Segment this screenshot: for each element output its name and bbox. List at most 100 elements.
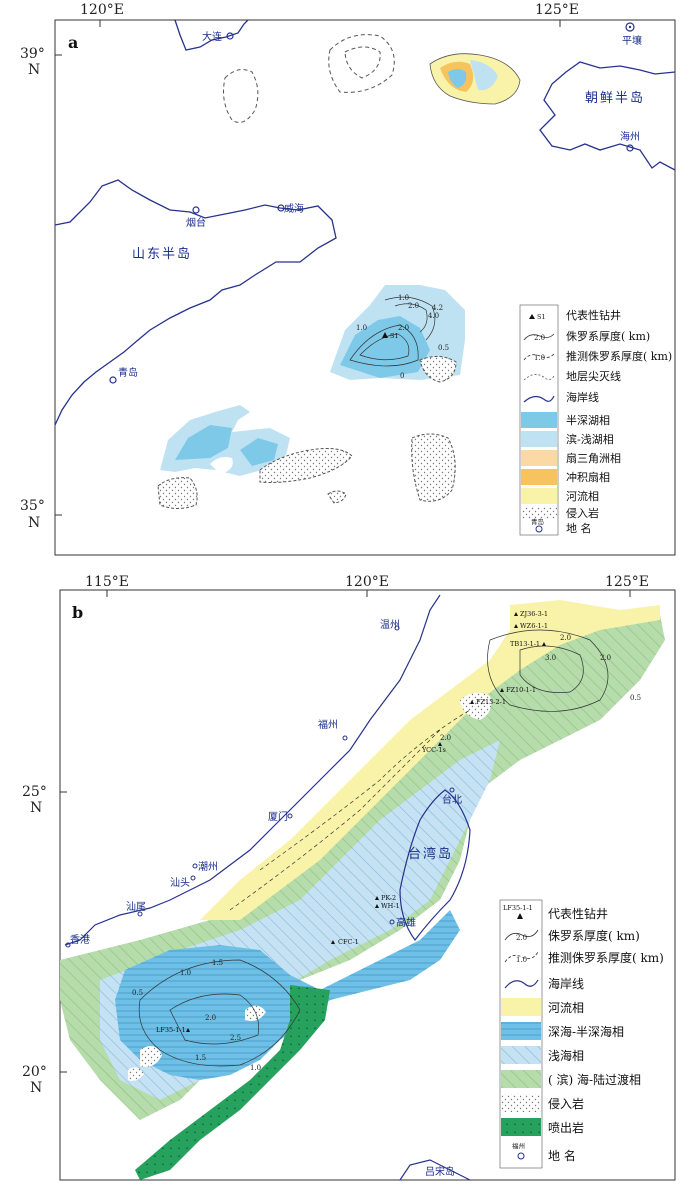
well-fz10: FZ10-1-1 bbox=[506, 686, 536, 694]
svg-text:青岛: 青岛 bbox=[531, 517, 544, 526]
lon-label-115: 115°E bbox=[85, 574, 129, 590]
lat-label-25-hem: N bbox=[30, 800, 42, 816]
place-dalian: 大连 bbox=[202, 30, 222, 43]
well-wh1: WH-1 bbox=[381, 902, 400, 910]
svg-text:2.0: 2.0 bbox=[408, 302, 419, 310]
svg-text:3.0: 3.0 bbox=[545, 654, 556, 662]
svg-text:0.5: 0.5 bbox=[132, 989, 143, 997]
svg-text:1.0: 1.0 bbox=[534, 354, 545, 362]
place-pyongyang: 平壤 bbox=[622, 34, 642, 47]
legend-b-well: 代表性钻井 bbox=[548, 906, 608, 921]
place-yantai: 烟台 bbox=[186, 216, 206, 229]
legend-a-pinchout: 地层尖灭线 bbox=[566, 369, 621, 383]
svg-text:S1: S1 bbox=[537, 313, 546, 321]
place-xiamen: 厦门 bbox=[268, 810, 288, 823]
lat-label-25: 25° bbox=[22, 784, 47, 800]
place-chaozhou: 潮州 bbox=[198, 860, 218, 873]
panel-a: 120°E 125°E 39° N 35° N a 1.0 2.0 4.2 4.… bbox=[20, 2, 676, 556]
panel-b-tag: b bbox=[72, 603, 83, 622]
place-shanwei: 汕尾 bbox=[126, 901, 146, 913]
well-s1: S1 bbox=[390, 332, 399, 340]
legend-b-fluvial: 河流相 bbox=[548, 1001, 584, 1015]
svg-text:1.5: 1.5 bbox=[195, 1054, 206, 1062]
svg-text:2.0: 2.0 bbox=[205, 1014, 216, 1022]
lat-label-39: 39° bbox=[20, 46, 45, 62]
legend-a-semi-deep: 半深湖相 bbox=[566, 413, 610, 427]
lon-label-125-b: 125°E bbox=[605, 574, 649, 590]
lon-label-125-a: 125°E bbox=[535, 2, 579, 18]
lat-label-35: 35° bbox=[20, 498, 45, 514]
well-fz13: FZ13-2-1 bbox=[476, 698, 506, 706]
legend-a-fan-delta: 扇三角洲相 bbox=[566, 451, 621, 465]
svg-text:2.0: 2.0 bbox=[560, 634, 571, 642]
well-cfc1: CFC-1 bbox=[338, 938, 359, 946]
svg-text:2.0: 2.0 bbox=[600, 654, 611, 662]
place-fuzhou: 福州 bbox=[318, 718, 338, 731]
lat-label-20: 20° bbox=[22, 1064, 47, 1080]
place-shantou: 汕头 bbox=[170, 877, 190, 889]
legend-a-thickness: 侏罗系厚度( km) bbox=[566, 329, 650, 343]
legend-a-well: 代表性钻井 bbox=[566, 308, 621, 322]
legend-b-shallow-sea: 浅海相 bbox=[548, 1048, 584, 1063]
legend-b-place: 地 名 bbox=[548, 1148, 576, 1163]
legend-a-shore-shallow: 滨-浅湖相 bbox=[566, 432, 614, 446]
svg-text:1.0: 1.0 bbox=[356, 324, 367, 332]
svg-text:4.2: 4.2 bbox=[432, 304, 443, 312]
well-lf35: LF35-1-1 bbox=[156, 1026, 186, 1034]
place-haizhou: 海州 bbox=[620, 130, 640, 143]
legend-a: S1 代表性钻井 2.0 侏罗系厚度( km) 1.0 推测侏罗系厚度( km)… bbox=[519, 304, 672, 536]
svg-text:2.5: 2.5 bbox=[230, 1034, 241, 1042]
svg-text:4.0: 4.0 bbox=[428, 312, 439, 320]
svg-text:0: 0 bbox=[400, 372, 404, 380]
region-korea: 朝鲜半岛 bbox=[585, 90, 645, 106]
well-wz6: WZ6-1-1 bbox=[520, 622, 548, 630]
svg-text:LF35-1-1: LF35-1-1 bbox=[503, 904, 533, 912]
well-zj36: ZJ36-3-1 bbox=[520, 610, 548, 618]
panel-b: 115°E 120°E 125°E 25° N 20° N b 1.0 1.5 … bbox=[22, 574, 676, 1181]
legend-a-alluvial: 冲积扇相 bbox=[566, 470, 610, 484]
svg-text:2.0: 2.0 bbox=[440, 734, 451, 742]
svg-text:0.5: 0.5 bbox=[438, 344, 449, 352]
svg-text:0.5: 0.5 bbox=[630, 694, 641, 702]
legend-b-coast: 海岸线 bbox=[548, 976, 584, 991]
place-kaohsiung: 高雄 bbox=[396, 916, 416, 929]
legend-b-deep-sea: 深海-半深海相 bbox=[548, 1024, 624, 1039]
lon-label-120-b: 120°E bbox=[345, 574, 389, 590]
svg-text:1.0: 1.0 bbox=[180, 969, 191, 977]
svg-text:福州: 福州 bbox=[512, 1141, 525, 1150]
lat-label-20-hem: N bbox=[30, 1080, 42, 1096]
legend-a-inferred: 推测侏罗系厚度( km) bbox=[566, 349, 672, 363]
legend-b-inferred: 推测侏罗系厚度( km) bbox=[548, 950, 664, 965]
legend-a-intrusive: 侵入岩 bbox=[566, 506, 599, 520]
region-taiwan: 台湾岛 bbox=[408, 846, 453, 862]
svg-text:1.0: 1.0 bbox=[516, 956, 527, 964]
legend-a-fluvial: 河流相 bbox=[566, 489, 599, 503]
legend-b-transition: ( 滨) 海-陆过渡相 bbox=[548, 1072, 641, 1087]
legend-a-coast: 海岸线 bbox=[566, 390, 599, 404]
wells-b: ZJ36-3-1 WZ6-1-1 TB13-1-1 FZ10-1-1 FZ13-… bbox=[156, 610, 548, 1034]
svg-text:1.0: 1.0 bbox=[398, 294, 409, 302]
well-pk2: PK-2 bbox=[381, 894, 396, 902]
lat-label-35-hem: N bbox=[28, 515, 40, 531]
place-wenzhou: 温州 bbox=[380, 619, 400, 631]
place-taipei: 台北 bbox=[442, 793, 462, 806]
svg-text:1.0: 1.0 bbox=[250, 1064, 261, 1072]
svg-text:2.0: 2.0 bbox=[534, 334, 545, 342]
legend-b-thickness: 侏罗系厚度( km) bbox=[548, 928, 640, 943]
lat-label-39-hem: N bbox=[28, 62, 40, 78]
legend-b-intrusive: 侵入岩 bbox=[548, 1096, 584, 1111]
svg-text:2.0: 2.0 bbox=[398, 324, 409, 332]
svg-text:1.5: 1.5 bbox=[212, 959, 223, 967]
well-tb13: TB13-1-1 bbox=[510, 640, 540, 648]
legend-b: LF35-1-1 代表性钻井 2.0 侏罗系厚度( km) 1.0 推测侏罗系厚… bbox=[499, 899, 664, 1169]
well-ycc: YCC-1s bbox=[421, 746, 446, 754]
place-qingdao: 青岛 bbox=[118, 366, 138, 379]
panel-a-tag: a bbox=[68, 33, 78, 52]
place-weihai: 威海 bbox=[284, 202, 304, 215]
legend-a-place: 地 名 bbox=[566, 521, 592, 535]
lon-label-120-a: 120°E bbox=[80, 2, 124, 18]
svg-text:2.0: 2.0 bbox=[516, 934, 527, 942]
legend-b-extrusive: 喷出岩 bbox=[548, 1120, 584, 1135]
place-luzon: 吕宋岛 bbox=[425, 1165, 455, 1178]
